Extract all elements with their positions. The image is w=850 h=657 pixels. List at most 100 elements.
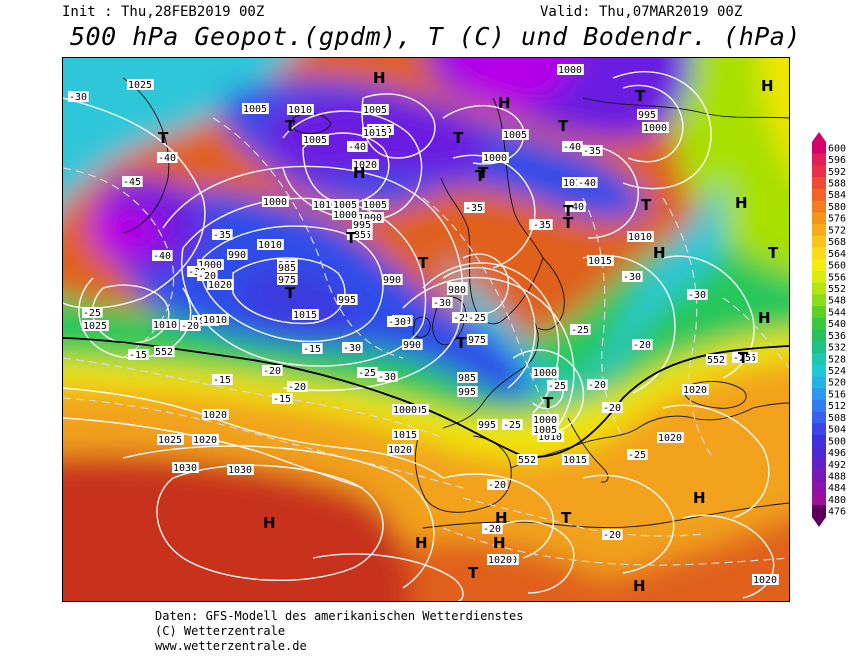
- temperature-label-text: -20: [288, 382, 306, 393]
- temperature-label-text: -30: [378, 372, 396, 383]
- pressure-label: 990: [227, 249, 248, 261]
- isobar: [282, 110, 423, 221]
- pressure-label-box: [277, 274, 298, 285]
- temperature-label-text: -40: [348, 142, 366, 153]
- pressure-label-text: 985: [278, 263, 296, 274]
- scale-label: 532: [828, 343, 846, 354]
- pressure-label-text: 1020: [208, 280, 232, 291]
- high-pressure-marker: H: [415, 534, 428, 552]
- scale-bands: [812, 142, 826, 518]
- pressure-label-box: [362, 104, 389, 115]
- temperature-label-text: -25: [548, 381, 566, 392]
- temperature-label: -20: [587, 379, 608, 391]
- temperature-label: -20: [602, 529, 623, 541]
- pressure-label: 1020: [752, 574, 779, 586]
- temperature-label-text: -15: [129, 350, 147, 361]
- pressure-label-text: 1030: [173, 463, 197, 474]
- pressure-label-text: 1000: [263, 197, 287, 208]
- temperature-label-box: [197, 270, 218, 281]
- temperature-label: -40: [577, 177, 598, 189]
- pressure-label: 975: [277, 274, 298, 286]
- scale-label: 556: [828, 272, 846, 283]
- pressure-label: 1000: [642, 122, 669, 134]
- temperature-label: -40: [562, 141, 583, 153]
- scale-band: [812, 458, 826, 471]
- scale-band: [812, 188, 826, 201]
- low-pressure-marker: T: [468, 564, 479, 582]
- footer-data-source: Daten: GFS-Modell des amerikanischen Wet…: [155, 609, 524, 623]
- pressure-label-text: 1000: [393, 405, 417, 416]
- scale-top-arrow: [812, 132, 826, 142]
- pressure-label: 1005: [502, 129, 529, 141]
- temperature-label-text: -25: [733, 353, 751, 364]
- pressure-label: 1020: [387, 444, 414, 456]
- temperature-label-box: [128, 349, 149, 360]
- scale-label: 524: [828, 366, 846, 377]
- color-scale-legend: 6005965925885845805765725685645605565525…: [812, 132, 846, 527]
- scale-label: 516: [828, 389, 846, 400]
- temperature-label: -15: [212, 374, 233, 386]
- pressure-label-box: [277, 262, 298, 273]
- coast-ireland: [412, 316, 431, 338]
- isobar: [156, 464, 384, 582]
- pressure-label-box: [302, 134, 329, 145]
- temperature-label-text: -20: [633, 340, 651, 351]
- high-pressure-marker: H: [653, 244, 666, 262]
- pressure-label-text: 1005: [363, 105, 387, 116]
- temperature-label: -40: [347, 141, 368, 153]
- pressure-label-text: 1005: [363, 200, 387, 211]
- pressure-label-text: 1000: [483, 153, 507, 164]
- high-pressure-marker: H: [633, 577, 646, 595]
- temperature-label-text: -25: [468, 313, 486, 324]
- pressure-label: 1010: [627, 231, 654, 243]
- low-pressure-marker: T: [158, 129, 169, 147]
- temperature-label-text: -25: [453, 313, 471, 324]
- pressure-label-box: [562, 454, 589, 465]
- scale-label: 480: [828, 495, 846, 506]
- isobar: [492, 520, 575, 594]
- scale-band: [812, 247, 826, 260]
- temperature-label-box: [302, 343, 323, 354]
- scale-label: 476: [828, 507, 846, 518]
- pressure-label-box: [227, 464, 254, 475]
- valid-time: Valid: Thu,07MAR2019 00Z: [540, 4, 743, 20]
- temperature-label: -20: [487, 479, 508, 491]
- scale-band: [812, 434, 826, 447]
- height-label: 552: [706, 354, 727, 366]
- pressure-label-text: 975: [468, 335, 486, 346]
- coast-europe-north: [442, 317, 539, 429]
- pressure-label-box: [642, 122, 669, 133]
- pressure-label-box: [557, 64, 584, 75]
- temperature-label: -20: [482, 523, 503, 535]
- pressure-label: 1020: [207, 279, 234, 291]
- temperature-label-text: -35: [533, 220, 551, 231]
- low-pressure-marker: T: [453, 129, 464, 147]
- temperature-label: -30: [377, 371, 398, 383]
- pressure-label-box: [257, 239, 284, 250]
- pressure-label-text: 1010: [538, 432, 562, 443]
- footer-copyright: (C) Wetterzentrale: [155, 624, 286, 638]
- pressure-label: 1020: [487, 554, 514, 566]
- temperature-label: -25: [732, 352, 753, 364]
- pressure-label-text: 990: [228, 250, 246, 261]
- temperature-label-box: [452, 312, 473, 323]
- pressure-label-box: [352, 159, 379, 170]
- pressure-label: 1010: [287, 104, 314, 116]
- pressure-label: 1025: [82, 320, 109, 332]
- temperature-label-text: -30: [343, 343, 361, 354]
- temperature-label-text: -35: [583, 146, 601, 157]
- pressure-label: 975: [467, 334, 488, 346]
- pressure-label: 1000: [532, 367, 559, 379]
- pressure-label-text: 1015: [293, 310, 317, 321]
- pressure-label-text: 1015: [363, 128, 387, 139]
- temperature-label: -40: [152, 250, 173, 262]
- scale-band: [812, 364, 826, 377]
- pressure-label-box: [227, 249, 248, 260]
- pressure-label-text: 1000: [643, 123, 667, 134]
- fill-magenta: [89, 58, 576, 258]
- temperature-label-box: [577, 177, 598, 188]
- isobar: [122, 445, 435, 589]
- pressure-label-box: [357, 212, 384, 223]
- isobar: [181, 197, 427, 367]
- pressure-label-text: 995: [338, 295, 356, 306]
